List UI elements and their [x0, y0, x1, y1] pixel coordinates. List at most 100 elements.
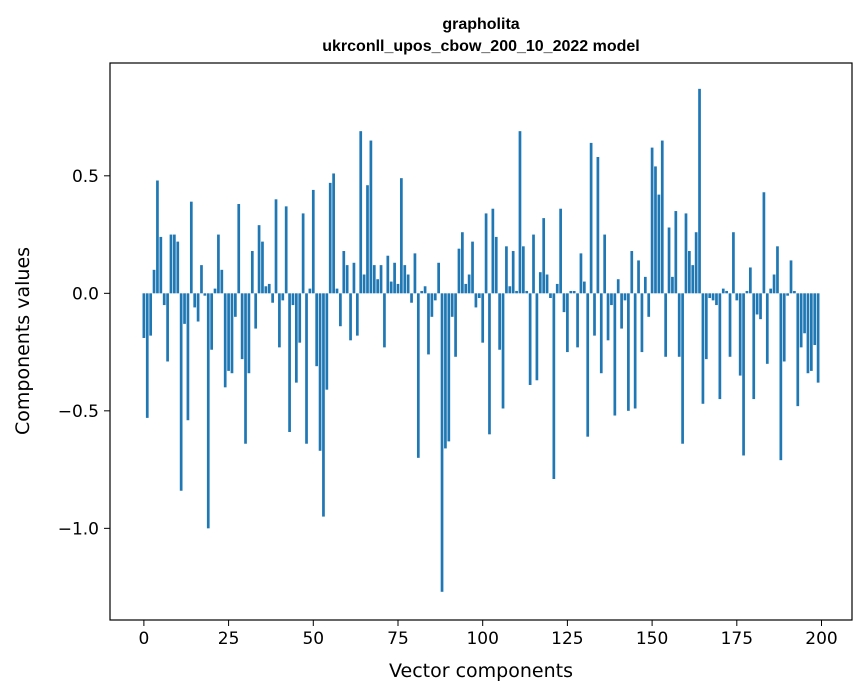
bar-118 — [542, 218, 546, 294]
bar-145 — [633, 293, 637, 409]
chart-subtitle: ukrconll_upos_cbow_200_10_2022 model — [322, 38, 639, 55]
bar-71 — [383, 293, 386, 348]
bar-128 — [576, 293, 579, 348]
bar-193 — [796, 293, 800, 407]
bar-94 — [461, 232, 464, 294]
bar-75 — [396, 283, 400, 294]
bar-124 — [562, 293, 566, 313]
bar-82 — [420, 290, 424, 294]
bar-120 — [549, 293, 552, 299]
bar-85 — [430, 293, 434, 317]
bar-62 — [352, 262, 356, 294]
bar-112 — [522, 246, 525, 294]
bar-10 — [176, 241, 180, 294]
bar-159 — [681, 293, 684, 444]
bar-171 — [721, 288, 725, 294]
bar-64 — [359, 131, 363, 294]
bar-155 — [667, 227, 671, 294]
bar-116 — [535, 293, 539, 381]
bar-8 — [169, 234, 173, 294]
bar-90 — [447, 293, 451, 442]
bar-38 — [271, 293, 274, 303]
bar-16 — [196, 293, 200, 322]
bar-55 — [328, 182, 332, 294]
bar-180 — [752, 293, 756, 400]
bar-9 — [173, 234, 176, 294]
bar-41 — [281, 293, 285, 301]
bar-11 — [179, 293, 183, 491]
bar-89 — [444, 293, 447, 449]
bar-54 — [325, 293, 329, 390]
bar-194 — [799, 293, 803, 348]
bar-154 — [664, 293, 668, 357]
x-tick-label: 0 — [138, 629, 149, 649]
bar-197 — [809, 293, 813, 371]
bar-79 — [410, 293, 413, 303]
bar-178 — [745, 290, 749, 294]
bar-49 — [308, 288, 312, 294]
plot-frame — [109, 62, 853, 621]
bar-138 — [610, 293, 613, 306]
bar-192 — [793, 290, 796, 294]
bar-140 — [616, 279, 620, 294]
bar-73 — [389, 281, 393, 294]
bar-149 — [647, 293, 651, 317]
bar-152 — [657, 194, 661, 294]
bar-106 — [501, 293, 505, 409]
bar-134 — [596, 157, 600, 294]
bar-165 — [701, 293, 705, 404]
bar-170 — [718, 293, 722, 400]
bar-188 — [779, 293, 783, 461]
bar-13 — [186, 293, 190, 421]
bar-143 — [627, 293, 630, 411]
bar-29 — [240, 293, 244, 360]
bar-196 — [806, 293, 810, 374]
y-tick-label: −0.5 — [58, 402, 99, 422]
bar-110 — [515, 290, 518, 294]
bar-166 — [704, 293, 708, 360]
bar-70 — [379, 265, 383, 294]
bar-66 — [366, 185, 369, 294]
bar-109 — [511, 251, 515, 294]
bar-176 — [738, 293, 742, 376]
x-tick-label: 175 — [721, 629, 753, 649]
bar-77 — [403, 265, 407, 294]
x-axis-ticks: 0 25 50 75 100 125 150 175 200 — [138, 620, 838, 649]
bar-102 — [488, 293, 491, 435]
bar-17 — [200, 265, 203, 294]
bar-136 — [603, 234, 607, 294]
bar-119 — [545, 274, 549, 294]
bar-141 — [620, 293, 623, 329]
bar-22 — [217, 234, 220, 294]
bar-157 — [674, 211, 678, 294]
bar-103 — [491, 208, 495, 294]
bar-74 — [393, 262, 396, 294]
bar-111 — [518, 131, 522, 294]
bar-161 — [688, 251, 691, 294]
bar-108 — [508, 286, 512, 294]
bar-127 — [572, 290, 576, 294]
bar-185 — [769, 288, 773, 294]
bar-115 — [532, 234, 535, 294]
bar-96 — [467, 274, 471, 294]
bar-60 — [345, 265, 349, 294]
bar-69 — [376, 279, 380, 294]
bar-139 — [613, 293, 617, 416]
bar-57 — [335, 288, 339, 294]
x-tick-label: 125 — [551, 629, 583, 649]
bar-37 — [267, 283, 271, 294]
bar-105 — [498, 293, 501, 350]
bar-187 — [776, 246, 779, 294]
bar-125 — [566, 293, 569, 353]
bar-132 — [589, 142, 593, 294]
bar-3 — [152, 269, 156, 294]
bar-26 — [230, 293, 234, 374]
bar-48 — [305, 293, 308, 444]
bar-151 — [654, 166, 657, 294]
bar-12 — [183, 293, 186, 324]
bar-168 — [711, 293, 715, 301]
bar-33 — [254, 293, 258, 329]
bar-91 — [450, 293, 454, 317]
bar-78 — [406, 274, 410, 294]
